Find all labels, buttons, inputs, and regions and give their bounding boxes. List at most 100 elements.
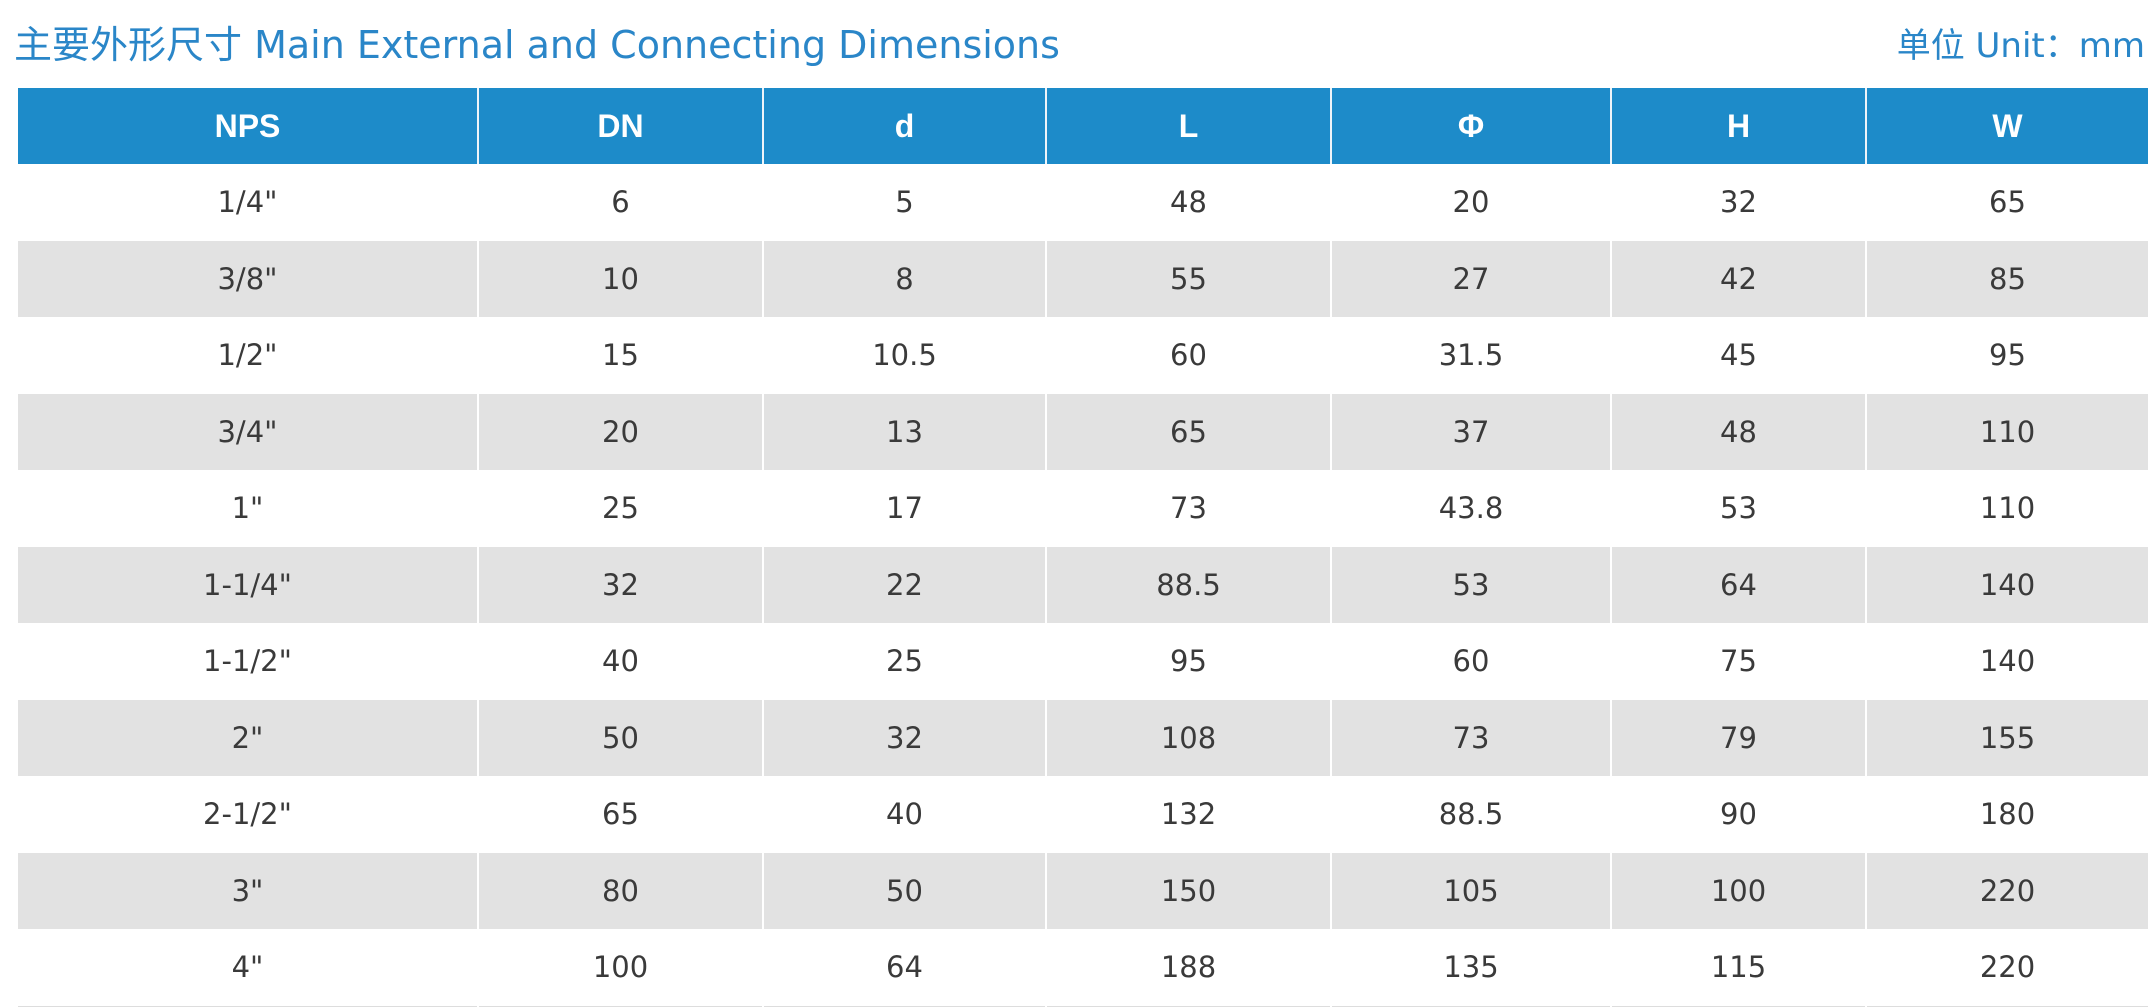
cell-nps: 1/4" (217, 185, 278, 220)
header-row: NPS DN d L Φ H W (18, 88, 2148, 164)
cell-d: 17 (762, 470, 1046, 547)
table-row: 3" 80 50 150 105 100 220 (18, 852, 2148, 929)
cell-phi: 43.8 (1330, 470, 1611, 547)
cell-dn: 100 (477, 929, 763, 1007)
cell-l: 65 (1045, 393, 1331, 470)
cell-w: 110 (1865, 470, 2148, 547)
table-body: 1/4" 6 5 48 20 32 65 3/8" 10 8 55 27 42 85 1/2" 15 10.5 6… (18, 164, 2148, 1007)
cell-nps: 3/8" (18, 240, 478, 317)
table-row: 1" 25 17 73 43.8 53 110 (18, 470, 2148, 547)
cell-nps: 3/4" (18, 393, 478, 470)
table-row: 4" 100 64 188 135 115 220 (18, 929, 2148, 1007)
cell-nps: 1/2" (217, 338, 278, 373)
table-header: NPS DN d L Φ H W (18, 88, 2148, 164)
dimensions-table: NPS DN d L Φ H W 1/4" 6 5 48 20 32 65 3/8" 10 8 55… (18, 88, 2148, 1007)
cell-nps: 1-1/4" (18, 546, 478, 623)
cell-dn: 65 (477, 776, 763, 853)
cell-w: 180 (1865, 776, 2148, 853)
cell-d: 40 (762, 776, 1046, 853)
cell-d: 10.5 (762, 317, 1046, 394)
table-row: 1/4" 6 5 48 20 32 65 (18, 164, 2148, 241)
cell-d: 13 (762, 393, 1046, 470)
cell-h: 45 (1610, 317, 1866, 394)
cell-w: 220 (1865, 929, 2148, 1007)
table-row: 1/2" 15 10.5 60 31.5 45 95 (18, 317, 2148, 394)
cell-l: 150 (1045, 852, 1331, 929)
cell-dn: 15 (477, 317, 763, 394)
cell-h: 100 (1610, 852, 1866, 929)
cell-dn: 32 (477, 546, 763, 623)
cell-nps: 2" (18, 699, 478, 776)
table-row: 1-1/2" 40 25 95 60 75 140 (18, 623, 2148, 700)
cell-h: 53 (1610, 470, 1866, 547)
cell-phi: 20 (1330, 164, 1611, 241)
cell-l: 60 (1045, 317, 1331, 394)
cell-dn: 10 (477, 240, 763, 317)
cell-d: 22 (762, 546, 1046, 623)
cell-l: 48 (1045, 164, 1331, 241)
cell-dn: 50 (477, 699, 763, 776)
cell-l: 188 (1045, 929, 1331, 1007)
column-header-phi: Φ (1330, 88, 1611, 164)
cell-phi: 73 (1330, 699, 1611, 776)
cell-d: 25 (762, 623, 1046, 700)
cell-phi: 37 (1330, 393, 1611, 470)
cell-d: 64 (762, 929, 1046, 1007)
cell-dn: 6 (477, 164, 763, 241)
cell-nps: 1" (231, 491, 264, 526)
table-row: 2-1/2" 65 40 132 88.5 90 180 (18, 776, 2148, 853)
cell-nps: 3" (18, 852, 478, 929)
cell-nps: 4" (18, 929, 478, 1007)
cell-phi: 31.5 (1330, 317, 1611, 394)
cell-d: 32 (762, 699, 1046, 776)
column-header-l: L (1045, 88, 1331, 164)
cell-l: 95 (1045, 623, 1331, 700)
cell-phi: 135 (1330, 929, 1611, 1007)
column-header-nps: NPS (18, 88, 478, 164)
cell-dn: 25 (477, 470, 763, 547)
cell-dn: 20 (477, 393, 763, 470)
cell-l: 132 (1045, 776, 1331, 853)
cell-w: 140 (1865, 546, 2148, 623)
cell-dn: 80 (477, 852, 763, 929)
cell-h: 48 (1610, 393, 1866, 470)
table-row: 1-1/4" 32 22 88.5 53 64 140 (18, 546, 2148, 623)
cell-w: 155 (1865, 699, 2148, 776)
cell-h: 79 (1610, 699, 1866, 776)
page-title: 主要外形尺寸 Main External and Connecting Dime… (14, 23, 1060, 67)
cell-w: 65 (1865, 164, 2148, 241)
cell-h: 90 (1610, 776, 1866, 853)
cell-nps: 2-1/2" (203, 797, 292, 832)
cell-w: 220 (1865, 852, 2148, 929)
cell-h: 32 (1610, 164, 1866, 241)
column-header-w: W (1865, 88, 2148, 164)
cell-phi: 105 (1330, 852, 1611, 929)
cell-l: 55 (1045, 240, 1331, 317)
column-header-dn: DN (477, 88, 763, 164)
cell-d: 50 (762, 852, 1046, 929)
column-header-h: H (1610, 88, 1866, 164)
cell-h: 64 (1610, 546, 1866, 623)
cell-d: 8 (762, 240, 1046, 317)
cell-nps: 1-1/2" (203, 644, 292, 679)
unit-label: 单位 Unit：mm (1896, 26, 2145, 66)
cell-d: 5 (762, 164, 1046, 241)
cell-phi: 60 (1330, 623, 1611, 700)
cell-l: 73 (1045, 470, 1331, 547)
cell-phi: 88.5 (1330, 776, 1611, 853)
cell-l: 108 (1045, 699, 1331, 776)
cell-w: 110 (1865, 393, 2148, 470)
cell-w: 140 (1865, 623, 2148, 700)
cell-w: 95 (1865, 317, 2148, 394)
cell-w: 85 (1865, 240, 2148, 317)
cell-h: 42 (1610, 240, 1866, 317)
cell-phi: 27 (1330, 240, 1611, 317)
cell-dn: 40 (477, 623, 763, 700)
cell-h: 115 (1610, 929, 1866, 1007)
table-row: 3/4" 20 13 65 37 48 110 (18, 393, 2148, 470)
cell-phi: 53 (1330, 546, 1611, 623)
table-row: 3/8" 10 8 55 27 42 85 (18, 240, 2148, 317)
table-row: 2" 50 32 108 73 79 155 (18, 699, 2148, 776)
cell-l: 88.5 (1045, 546, 1331, 623)
cell-h: 75 (1610, 623, 1866, 700)
